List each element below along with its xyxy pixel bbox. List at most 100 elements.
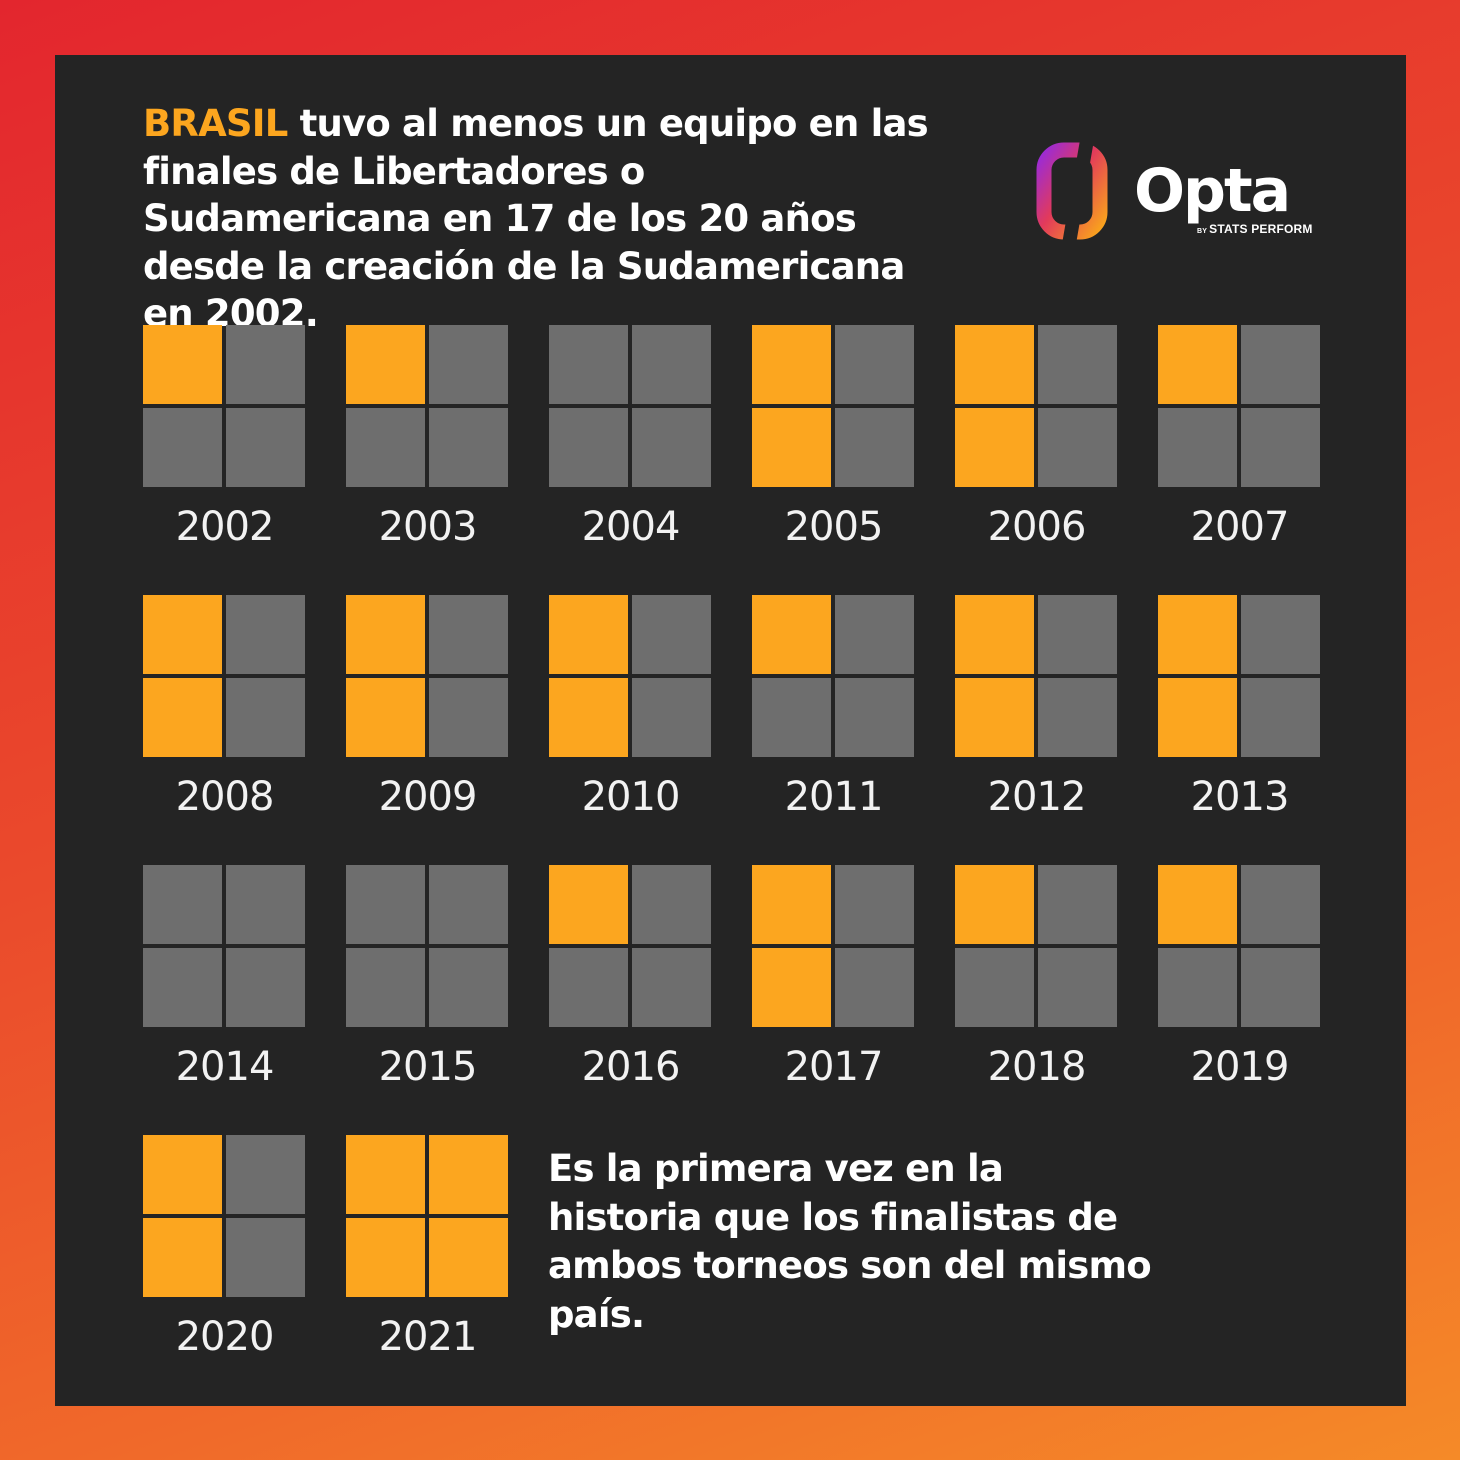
cell-2018-bottom-right bbox=[1038, 948, 1117, 1027]
cell-2005-top-right bbox=[835, 325, 914, 404]
cell-2011-top-right bbox=[835, 595, 914, 674]
stats-perform-tagline: BY STATS PERFORM bbox=[1197, 222, 1313, 236]
cell-2019-top-right bbox=[1241, 865, 1320, 944]
cell-2010-bottom-left bbox=[549, 678, 628, 757]
cell-2014-bottom-left bbox=[143, 948, 222, 1027]
year-label-2007: 2007 bbox=[1190, 504, 1290, 550]
cell-2005-top-left bbox=[752, 325, 831, 404]
cell-2020-bottom-right bbox=[226, 1218, 305, 1297]
cell-2021-bottom-left bbox=[346, 1218, 425, 1297]
cell-2013-bottom-right bbox=[1241, 678, 1320, 757]
cell-2002-bottom-left bbox=[143, 408, 222, 487]
cell-2003-top-right bbox=[429, 325, 508, 404]
headline-text: tuvo al menos un equipo en las finales d… bbox=[143, 102, 929, 335]
cell-2002-top-right bbox=[226, 325, 305, 404]
cell-2017-top-left bbox=[752, 865, 831, 944]
cell-2018-top-left bbox=[955, 865, 1034, 944]
cell-2016-bottom-left bbox=[549, 948, 628, 1027]
cell-2018-bottom-left bbox=[955, 948, 1034, 1027]
cell-2011-top-left bbox=[752, 595, 831, 674]
cell-2020-top-right bbox=[226, 1135, 305, 1214]
cell-2012-bottom-right bbox=[1038, 678, 1117, 757]
cell-2007-bottom-right bbox=[1241, 408, 1320, 487]
cell-2020-top-left bbox=[143, 1135, 222, 1214]
cell-2009-top-right bbox=[429, 595, 508, 674]
headline: BRASIL tuvo al menos un equipo en las fi… bbox=[143, 100, 943, 338]
cell-2009-bottom-right bbox=[429, 678, 508, 757]
cell-2010-top-left bbox=[549, 595, 628, 674]
cell-2016-top-right bbox=[632, 865, 711, 944]
cell-2015-top-left bbox=[346, 865, 425, 944]
cell-2015-top-right bbox=[429, 865, 508, 944]
cell-2012-bottom-left bbox=[955, 678, 1034, 757]
cell-2008-top-right bbox=[226, 595, 305, 674]
year-label-2021: 2021 bbox=[378, 1314, 478, 1360]
cell-2003-bottom-left bbox=[346, 408, 425, 487]
footnote: Es la primera vez en la historia que los… bbox=[548, 1147, 1152, 1336]
cell-2015-bottom-left bbox=[346, 948, 425, 1027]
cell-2019-top-left bbox=[1158, 865, 1237, 944]
cell-2005-bottom-right bbox=[835, 408, 914, 487]
cell-2021-bottom-right bbox=[429, 1218, 508, 1297]
year-label-2018: 2018 bbox=[987, 1044, 1087, 1090]
cell-2003-top-left bbox=[346, 325, 425, 404]
cell-2002-top-left bbox=[143, 325, 222, 404]
cell-2021-top-left bbox=[346, 1135, 425, 1214]
year-label-2019: 2019 bbox=[1190, 1044, 1290, 1090]
cell-2002-bottom-right bbox=[226, 408, 305, 487]
cell-2005-bottom-left bbox=[752, 408, 831, 487]
cell-2007-top-right bbox=[1241, 325, 1320, 404]
year-label-2011: 2011 bbox=[784, 774, 884, 820]
logo-by: BY bbox=[1197, 228, 1208, 235]
cell-2010-bottom-right bbox=[632, 678, 711, 757]
year-label-2016: 2016 bbox=[581, 1044, 681, 1090]
cell-2016-top-left bbox=[549, 865, 628, 944]
cell-2017-top-right bbox=[835, 865, 914, 944]
cell-2011-bottom-left bbox=[752, 678, 831, 757]
cell-2008-bottom-left bbox=[143, 678, 222, 757]
cell-2004-top-right bbox=[632, 325, 711, 404]
cell-2010-top-right bbox=[632, 595, 711, 674]
year-label-2012: 2012 bbox=[987, 774, 1087, 820]
cell-2006-bottom-left bbox=[955, 408, 1034, 487]
cell-2004-top-left bbox=[549, 325, 628, 404]
opta-wordmark: Opta bbox=[1134, 156, 1291, 226]
cell-2016-bottom-right bbox=[632, 948, 711, 1027]
cell-2019-bottom-right bbox=[1241, 948, 1320, 1027]
cell-2015-bottom-right bbox=[429, 948, 508, 1027]
year-label-2010: 2010 bbox=[581, 774, 681, 820]
cell-2007-bottom-left bbox=[1158, 408, 1237, 487]
cell-2012-top-right bbox=[1038, 595, 1117, 674]
cell-2018-top-right bbox=[1038, 865, 1117, 944]
headline-accent: BRASIL bbox=[143, 102, 288, 145]
cell-2014-top-left bbox=[143, 865, 222, 944]
cell-2013-bottom-left bbox=[1158, 678, 1237, 757]
cell-2014-top-right bbox=[226, 865, 305, 944]
cell-2004-bottom-left bbox=[549, 408, 628, 487]
cell-2021-top-right bbox=[429, 1135, 508, 1214]
year-label-2005: 2005 bbox=[784, 504, 884, 550]
cell-2020-bottom-left bbox=[143, 1218, 222, 1297]
cell-2011-bottom-right bbox=[835, 678, 914, 757]
cell-2006-top-right bbox=[1038, 325, 1117, 404]
opta-logo-icon bbox=[1036, 140, 1108, 244]
cell-2008-top-left bbox=[143, 595, 222, 674]
cell-2009-top-left bbox=[346, 595, 425, 674]
year-label-2009: 2009 bbox=[378, 774, 478, 820]
year-label-2015: 2015 bbox=[378, 1044, 478, 1090]
year-label-2008: 2008 bbox=[175, 774, 275, 820]
cell-2004-bottom-right bbox=[632, 408, 711, 487]
cell-2008-bottom-right bbox=[226, 678, 305, 757]
year-label-2014: 2014 bbox=[175, 1044, 275, 1090]
year-label-2003: 2003 bbox=[378, 504, 478, 550]
year-label-2004: 2004 bbox=[581, 504, 681, 550]
year-label-2017: 2017 bbox=[784, 1044, 884, 1090]
cell-2014-bottom-right bbox=[226, 948, 305, 1027]
cell-2017-bottom-right bbox=[835, 948, 914, 1027]
cell-2019-bottom-left bbox=[1158, 948, 1237, 1027]
year-label-2020: 2020 bbox=[175, 1314, 275, 1360]
cell-2013-top-left bbox=[1158, 595, 1237, 674]
cell-2006-top-left bbox=[955, 325, 1034, 404]
logo-tagline: STATS PERFORM bbox=[1209, 222, 1313, 236]
cell-2013-top-right bbox=[1241, 595, 1320, 674]
